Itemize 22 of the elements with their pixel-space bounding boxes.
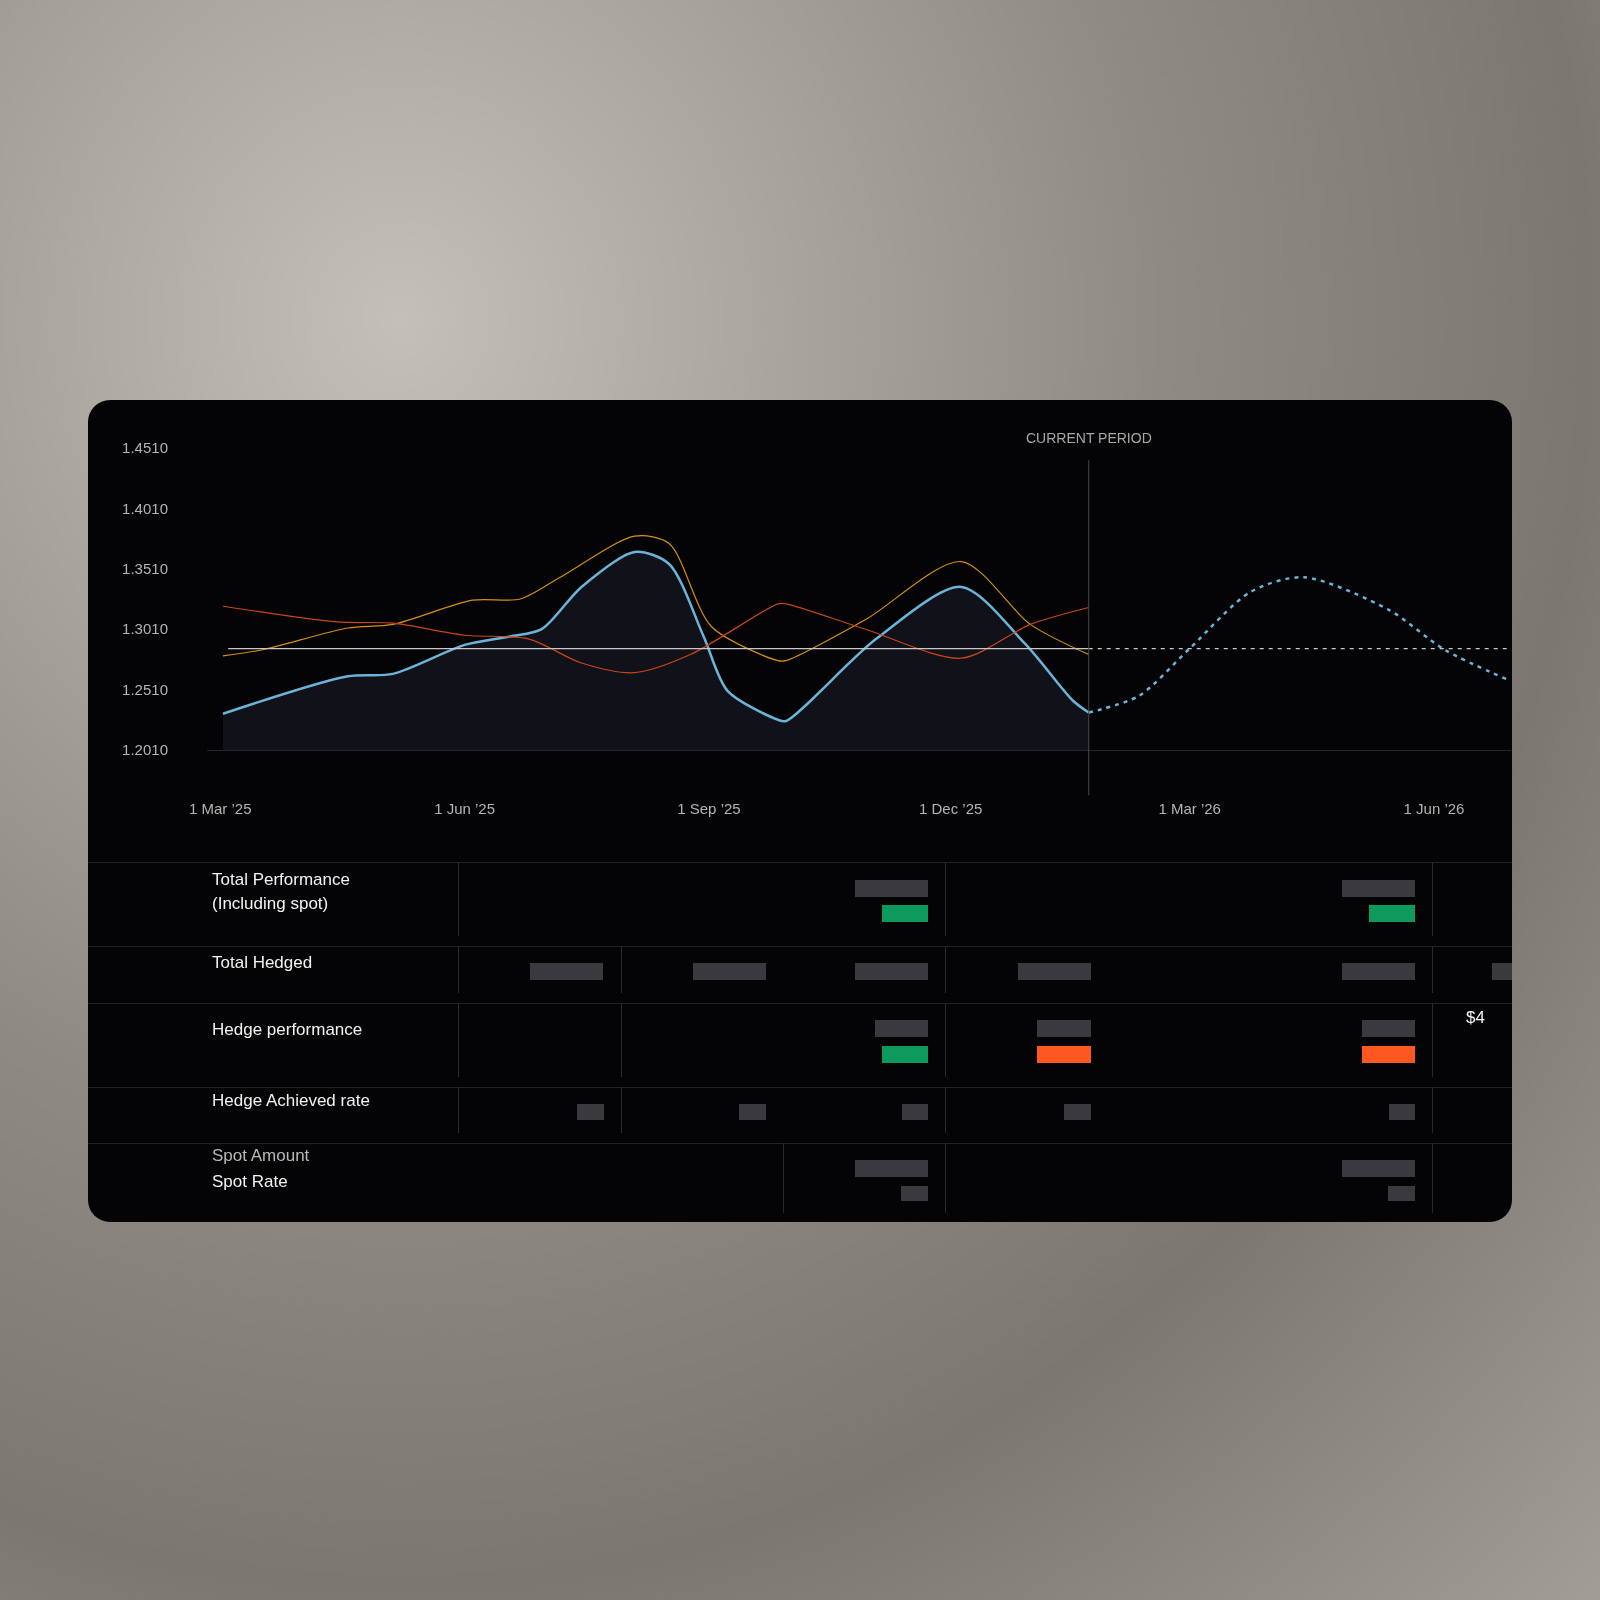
- text: Spot Rate: [212, 1171, 288, 1193]
- y-tick-label: 1.4510: [122, 439, 168, 457]
- text: $4: [1466, 1007, 1486, 1029]
- text: Spot Amount: [212, 1145, 310, 1167]
- x-tick-label: 1 Jun ’25: [434, 800, 496, 817]
- text: Hedge performance: [212, 1019, 363, 1041]
- text: Total Performance (Including spot): [212, 869, 351, 915]
- x-tick-label: 1 Dec ’25: [918, 800, 983, 817]
- line-series: [222, 535, 1090, 662]
- y-tick-label: 1.4010: [122, 499, 168, 517]
- x-tick-label: 1 Sep ’25: [677, 800, 741, 817]
- y-tick-label: 1.2510: [122, 680, 168, 698]
- x-tick-label: 1 Mar ’25: [189, 800, 252, 817]
- x-tick-label: 1 Jun ’26: [1403, 800, 1465, 817]
- y-tick-label: 1.3510: [122, 560, 168, 578]
- y-tick-label: 1.2010: [122, 741, 168, 759]
- y-tick-label: 1.3010: [122, 620, 168, 638]
- x-tick-label: 1 Mar ’26: [1158, 800, 1221, 817]
- text: Total Hedged: [212, 952, 313, 974]
- ref-line-label: CURRENT PERIOD: [1026, 430, 1152, 446]
- line-series: [222, 602, 1090, 674]
- text: Hedge Achieved rate: [212, 1090, 370, 1112]
